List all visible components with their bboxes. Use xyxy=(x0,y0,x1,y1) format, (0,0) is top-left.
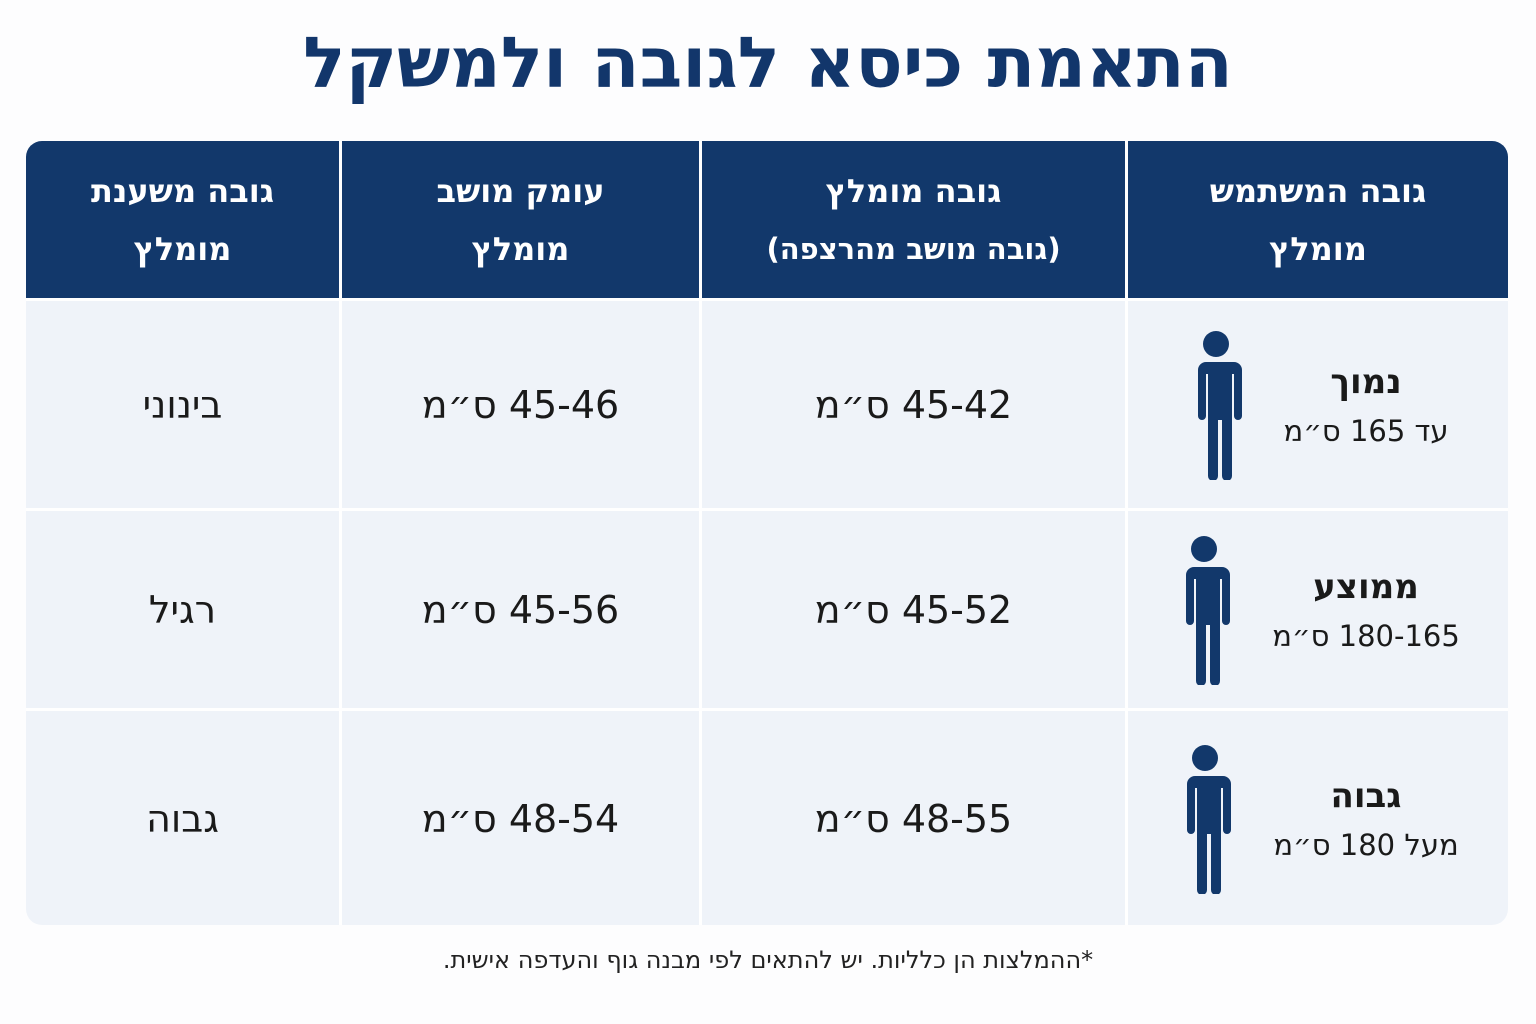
seat-depth-cell: 48-54 ס״מ xyxy=(342,711,699,925)
header-backrest: גובה משענת מומלץ xyxy=(26,141,339,298)
seat-depth-cell: 45-56 ס״מ xyxy=(342,511,699,708)
header-line: מומלץ xyxy=(1269,229,1367,268)
user-text: נמוך עד 165 ס״מ xyxy=(1284,356,1449,454)
user-height-range: מעל 180 ס״מ xyxy=(1273,828,1459,862)
chair-fit-table: גובה המשתמש מומלץ גובה מומלץ (גובה מושב מה… xyxy=(26,141,1508,925)
header-seat-height: גובה מומלץ (גובה מושב מהרצפה) xyxy=(702,141,1125,298)
header-line: מומלץ xyxy=(471,229,570,268)
user-text: גבוה מעל 180 ס״מ xyxy=(1273,770,1458,868)
person-icon xyxy=(1177,744,1233,894)
backrest-cell: בינוני xyxy=(26,301,339,508)
seat-height-cell: 45-52 ס״מ xyxy=(702,511,1125,708)
footnote: *ההמלצות הן כלליות. יש להתאים לפי מבנה ג… xyxy=(442,946,1094,974)
user-category: ממוצע xyxy=(1313,566,1419,607)
backrest-cell: רגיל xyxy=(26,511,339,708)
header-line: גובה מומלץ xyxy=(825,171,1002,210)
user-height-range: עד 165 ס״מ xyxy=(1283,413,1449,448)
user-height-range: 180-165 ס״מ xyxy=(1272,618,1460,653)
seat-height-cell: 45-42 ס״מ xyxy=(702,301,1125,508)
user-category: גבוה xyxy=(1330,776,1402,816)
user-text: ממוצע 180-165 ס״מ xyxy=(1272,561,1460,659)
user-height-cell: נמוך עד 165 ס״מ xyxy=(1128,301,1508,508)
person-icon xyxy=(1188,330,1244,480)
header-line: (גובה מושב מהרצפה) xyxy=(766,231,1061,266)
user-height-cell: ממוצע 180-165 ס״מ xyxy=(1128,511,1508,708)
backrest-cell: גבוה xyxy=(26,711,339,925)
seat-depth-cell: 45-46 ס״מ xyxy=(342,301,699,508)
header-line: גובה משענת xyxy=(91,171,275,210)
header-line: עומק מושב xyxy=(436,171,605,210)
header-line: גובה המשתמש xyxy=(1209,171,1427,210)
seat-height-cell: 48-55 ס״מ xyxy=(702,711,1125,925)
user-category: נמוך xyxy=(1330,361,1402,402)
page-title: התאמת כיסא לגובה ולמשקל xyxy=(303,22,1233,104)
header-seat-depth: עומק מושב מומלץ xyxy=(342,141,699,298)
header-line: מומלץ xyxy=(133,229,232,268)
user-height-cell: גבוה מעל 180 ס״מ xyxy=(1128,711,1508,925)
person-icon xyxy=(1176,535,1232,685)
header-user-height: גובה המשתמש מומלץ xyxy=(1128,141,1508,298)
